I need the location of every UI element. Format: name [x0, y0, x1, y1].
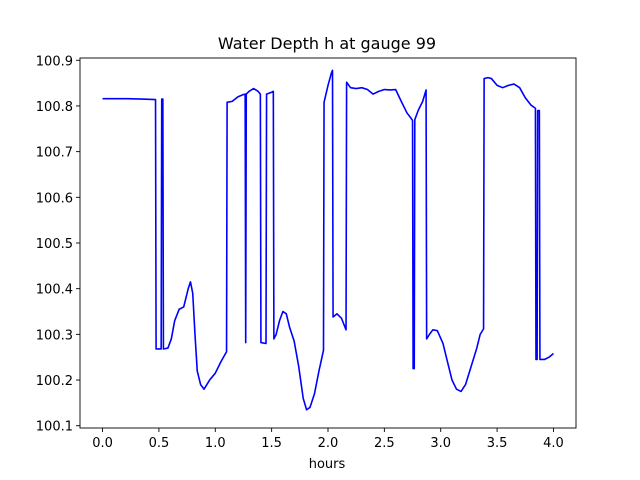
y-tick-label: 100.9 — [36, 54, 73, 69]
x-tick-label: 3.5 — [487, 436, 508, 451]
plot-area: 0.0 0.5 1.0 1.5 2.0 2.5 3.0 3.5 4.0 100.1 100.2 100… — [36, 54, 577, 451]
axes-frame — [79, 57, 577, 429]
y-tick-label: 100.5 — [36, 237, 73, 252]
x-tick-label: 0.0 — [92, 436, 113, 451]
x-tick-label: 1.5 — [261, 436, 282, 451]
x-tick-label: 4.0 — [543, 436, 564, 451]
x-tick-label: 2.0 — [318, 436, 339, 451]
y-tick-label: 100.7 — [36, 146, 73, 161]
y-tick-label: 100.4 — [36, 283, 73, 298]
x-tick-label: 0.5 — [149, 436, 170, 451]
x-axis-label: hours — [309, 457, 346, 472]
y-tick-label: 100.2 — [36, 374, 73, 389]
chart-title: Water Depth h at gauge 99 — [218, 34, 436, 53]
y-tick-label: 100.6 — [36, 191, 73, 206]
x-tick-label: 2.5 — [374, 436, 395, 451]
series-line-0 — [102, 69, 554, 411]
x-tick-label: 1.0 — [205, 436, 226, 451]
y-tick-label: 100.8 — [36, 100, 73, 115]
y-tick-label: 100.3 — [36, 328, 73, 343]
x-tick-label: 3.0 — [430, 436, 451, 451]
y-tick-label: 100.1 — [36, 420, 73, 435]
